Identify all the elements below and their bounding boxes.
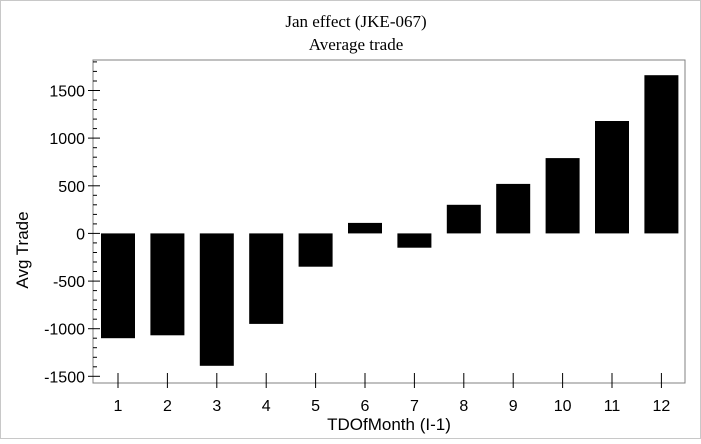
x-tick-label: 10 — [554, 398, 572, 415]
y-tick-label: -1500 — [44, 369, 85, 386]
y-tick-label: 1000 — [49, 131, 85, 148]
x-tick-label: 11 — [604, 398, 621, 415]
x-axis: 1 2 3 4 5 6 7 8 9 10 11 12 — [114, 373, 671, 415]
x-axis-label: TDOfMonth (I-1) — [327, 415, 451, 434]
x-tick-label: 9 — [509, 398, 518, 415]
x-tick-label: 5 — [311, 398, 320, 415]
bar-8 — [446, 204, 481, 234]
x-tick-label: 1 — [114, 398, 123, 415]
y-tick-label: 500 — [58, 179, 85, 196]
bar-4 — [249, 233, 284, 324]
x-tick-label: 8 — [459, 398, 468, 415]
bar-6 — [348, 222, 382, 234]
y-tick-label: -500 — [53, 274, 85, 291]
chart-title: Jan effect (JKE-067) — [285, 12, 426, 31]
bar-5 — [298, 233, 333, 267]
bar-9 — [496, 183, 531, 234]
x-tick-label: 4 — [262, 398, 271, 415]
chart-subtitle: Average trade — [309, 35, 404, 54]
x-tick-label: 3 — [212, 398, 221, 415]
bars — [101, 75, 679, 366]
bar-2 — [150, 233, 185, 336]
y-tick-label: 1500 — [49, 84, 85, 101]
y-axis: -1500 -1000 -500 0 500 1000 1500 — [44, 61, 100, 386]
x-tick-label: 12 — [653, 398, 671, 415]
y-tick-label: -1000 — [44, 322, 85, 339]
bar-7 — [397, 233, 432, 248]
x-tick-label: 6 — [361, 398, 370, 415]
bar-10 — [545, 158, 580, 234]
y-tick-label: 0 — [76, 226, 85, 243]
bar-12 — [644, 75, 679, 234]
x-tick-label: 7 — [410, 398, 419, 415]
bar-11 — [595, 121, 629, 234]
y-axis-label: Avg Trade — [13, 211, 32, 288]
bar-1 — [101, 233, 135, 339]
x-tick-label: 2 — [163, 398, 172, 415]
plot-area — [92, 59, 686, 384]
bar-3 — [199, 233, 234, 366]
